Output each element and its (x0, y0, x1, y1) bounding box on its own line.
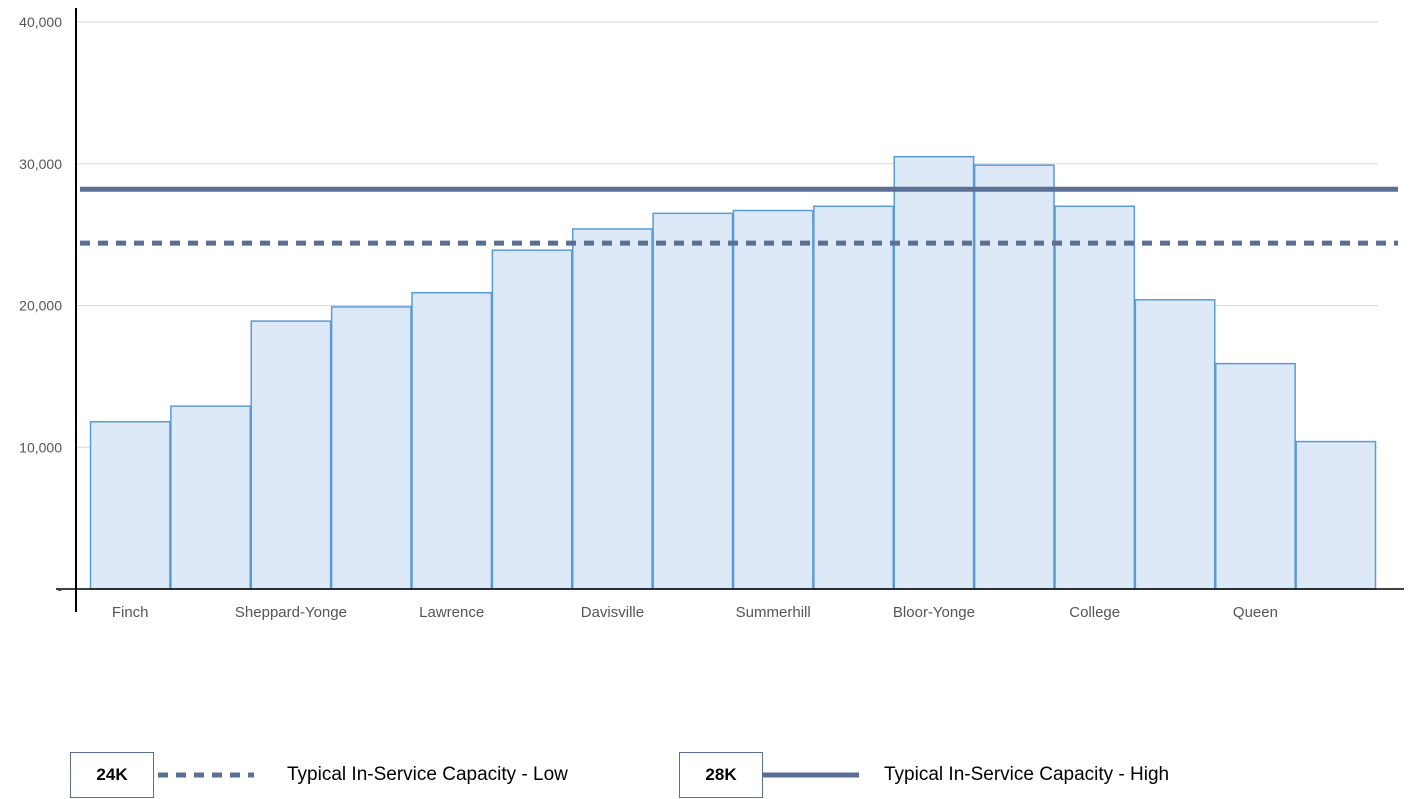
bar (170, 405, 251, 590)
bars (89, 155, 1377, 590)
bar (813, 205, 894, 590)
y-tick-labels: - 10,000 20,000 30,000 40,000 (19, 14, 62, 597)
bar (1054, 205, 1136, 590)
bar (411, 291, 493, 590)
bar (973, 164, 1055, 590)
bar (250, 320, 332, 590)
x-tick-label: Finch (112, 604, 149, 621)
y-tick-label: 40,000 (19, 14, 62, 30)
legend-badge-high: 28K (679, 752, 763, 798)
bar (1215, 362, 1296, 590)
x-tick-label: Queen (1233, 604, 1278, 621)
reference-lines (80, 186, 1398, 246)
x-tick-label: Summerhill (736, 604, 811, 621)
axes (56, 8, 1404, 612)
legend-line-high (763, 772, 859, 778)
chart: - 10,000 20,000 30,000 40,000 Finch Sheppard-… (19, 8, 1404, 621)
y-tick-label: 30,000 (19, 156, 62, 172)
x-tick-label: Bloor-Yonge (893, 604, 975, 621)
y-tick-label: - (57, 581, 62, 597)
bar (1295, 440, 1377, 590)
x-tick-label: Lawrence (419, 604, 484, 621)
bar (572, 228, 653, 590)
y-tick-label: 10,000 (19, 439, 62, 455)
legend-badge-low: 24K (70, 752, 154, 798)
bar (491, 249, 573, 590)
bar (652, 212, 734, 590)
bar (893, 155, 975, 590)
x-tick-label: Davisville (581, 604, 644, 621)
bar (330, 306, 412, 590)
bar (89, 420, 171, 590)
legend-label-low: Typical In-Service Capacity - Low (287, 764, 568, 785)
x-tick-label: College (1069, 604, 1120, 621)
y-tick-label: 20,000 (19, 298, 62, 314)
x-tick-labels: Finch Sheppard-Yonge Lawrence Davisville Sum… (112, 604, 1278, 621)
x-tick-label: Sheppard-Yonge (235, 604, 347, 621)
legend-line-low (158, 772, 254, 778)
bar (1134, 299, 1216, 590)
legend-label-high: Typical In-Service Capacity - High (884, 764, 1170, 785)
bar (732, 209, 814, 590)
